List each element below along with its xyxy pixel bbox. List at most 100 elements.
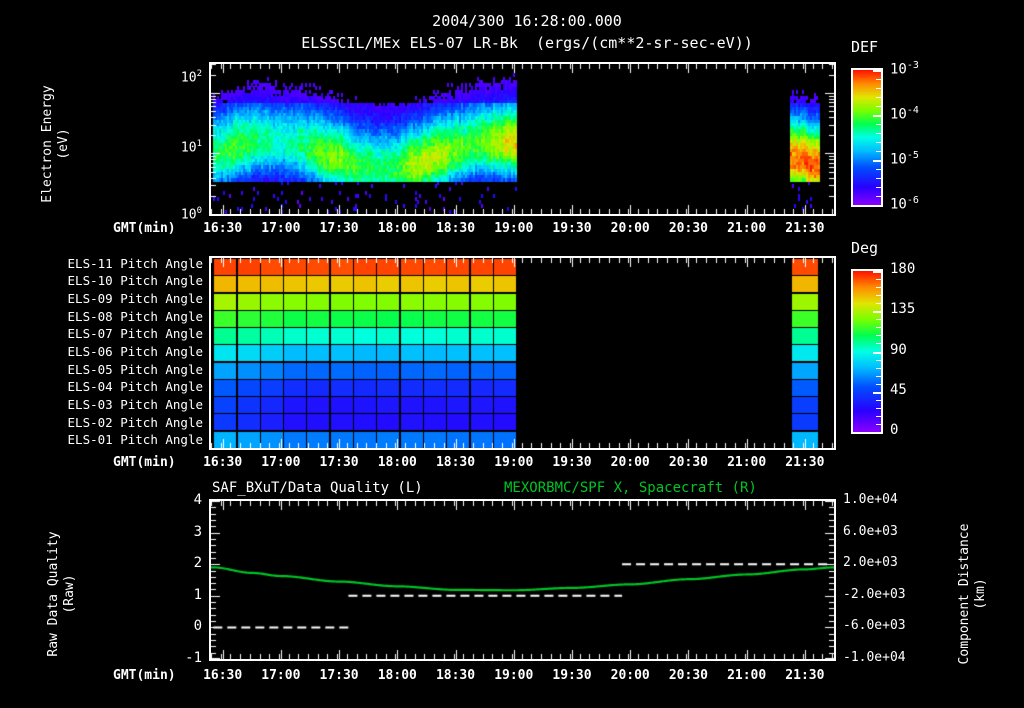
ytick-label: 101 bbox=[180, 139, 202, 156]
xtick-label: 20:30 bbox=[668, 221, 708, 236]
colorbar-minor-tick bbox=[876, 97, 881, 98]
colorbar-minor-tick bbox=[876, 319, 881, 320]
colorbar-minor-tick bbox=[876, 205, 881, 206]
colorbar-minor-tick bbox=[876, 142, 881, 143]
xtick-label: 21:30 bbox=[785, 668, 825, 683]
spectrogram-canvas bbox=[211, 64, 834, 214]
xtick-label: 20:30 bbox=[668, 455, 708, 470]
pitch-angle-canvas bbox=[211, 258, 834, 448]
spectrogram-xaxis-label: GMT(min) bbox=[113, 221, 176, 236]
colorbar-minor-tick bbox=[876, 187, 881, 188]
colorbar-minor-tick bbox=[876, 79, 881, 80]
xtick-label: 18:30 bbox=[435, 668, 476, 683]
colorbar-tick bbox=[873, 205, 881, 207]
xtick-label: 19:00 bbox=[494, 221, 534, 236]
xtick-label: 19:30 bbox=[552, 668, 592, 683]
xtick-label: 18:00 bbox=[377, 668, 417, 683]
pitch-row-label: ELS-05 Pitch Angle bbox=[67, 362, 203, 377]
colorbar-tick bbox=[873, 115, 881, 117]
pitch-row-label: ELS-07 Pitch Angle bbox=[67, 326, 203, 341]
pitch-row-label: ELS-06 Pitch Angle bbox=[67, 344, 203, 359]
colorbar-tick-label: 0 bbox=[890, 422, 899, 438]
colorbar-minor-tick bbox=[876, 70, 881, 71]
def-colorbar-title: DEF bbox=[851, 38, 879, 56]
pitch-row-label: ELS-09 Pitch Angle bbox=[67, 291, 203, 306]
pitch-row-label: ELS-02 Pitch Angle bbox=[67, 415, 203, 430]
xtick-label: 18:00 bbox=[377, 455, 417, 470]
colorbar-tick bbox=[873, 160, 881, 162]
xtick-label: 20:00 bbox=[610, 455, 650, 470]
colorbar-tick-label: 10-4 bbox=[890, 105, 919, 123]
xtick-label: 21:00 bbox=[727, 668, 767, 683]
quality-ylabel-left: Raw Data Quality (Raw) bbox=[46, 531, 77, 657]
colorbar-minor-tick bbox=[876, 392, 881, 393]
xtick-label: 16:30 bbox=[203, 221, 243, 236]
page-title-timestamp: 2004/300 16:28:00.000 bbox=[432, 12, 622, 30]
xtick-label: 21:30 bbox=[785, 221, 825, 236]
page-subtitle: ELSSCIL/MEx ELS-07 LR-Bk (ergs/(cm**2-sr… bbox=[301, 34, 753, 52]
colorbar-tick bbox=[873, 352, 881, 354]
colorbar-minor-tick bbox=[876, 106, 881, 107]
colorbar-tick bbox=[873, 271, 881, 273]
pitch-row-label: ELS-04 Pitch Angle bbox=[67, 379, 203, 394]
def-colorbar bbox=[851, 68, 883, 207]
colorbar-minor-tick bbox=[876, 408, 881, 409]
pitch-row-label: ELS-10 Pitch Angle bbox=[67, 273, 203, 288]
xtick-label: 17:00 bbox=[261, 455, 301, 470]
pitch-row-label: ELS-03 Pitch Angle bbox=[67, 397, 203, 412]
colorbar-tick bbox=[873, 311, 881, 313]
colorbar-minor-tick bbox=[876, 432, 881, 433]
ytick-label: 6.0e+03 bbox=[843, 524, 898, 539]
colorbar-minor-tick bbox=[876, 368, 881, 369]
colorbar-minor-tick bbox=[876, 271, 881, 272]
colorbar-tick-label: 10-5 bbox=[890, 150, 919, 168]
xtick-label: 21:30 bbox=[785, 455, 825, 470]
colorbar-minor-tick bbox=[876, 196, 881, 197]
colorbar-tick-label: 10-3 bbox=[890, 60, 919, 78]
xtick-label: 17:30 bbox=[319, 668, 359, 683]
quality-title-left: SAF_BXuT/Data Quality (L) bbox=[212, 480, 423, 496]
colorbar-minor-tick bbox=[876, 311, 881, 312]
xtick-label: 17:30 bbox=[319, 455, 359, 470]
ytick-label: 0 bbox=[193, 618, 202, 634]
colorbar-minor-tick bbox=[876, 376, 881, 377]
xtick-label: 19:30 bbox=[552, 455, 592, 470]
xtick-label: 16:30 bbox=[203, 668, 243, 683]
colorbar-minor-tick bbox=[876, 303, 881, 304]
colorbar-tick bbox=[873, 70, 881, 72]
spectrogram-ylabel: Electron Energy (eV) bbox=[40, 85, 71, 203]
xtick-label: 20:00 bbox=[610, 668, 650, 683]
colorbar-minor-tick bbox=[876, 115, 881, 116]
ytick-label: 1 bbox=[193, 587, 202, 603]
xtick-label: 19:00 bbox=[494, 455, 534, 470]
colorbar-minor-tick bbox=[876, 327, 881, 328]
colorbar-minor-tick bbox=[876, 178, 881, 179]
xtick-label: 17:30 bbox=[319, 221, 359, 236]
xtick-label: 16:30 bbox=[203, 455, 243, 470]
colorbar-minor-tick bbox=[876, 151, 881, 152]
quality-canvas bbox=[211, 501, 834, 659]
xtick-label: 18:30 bbox=[435, 221, 476, 236]
colorbar-tick-label: 10-6 bbox=[890, 195, 919, 213]
ytick-label: 4 bbox=[193, 492, 202, 508]
ytick-label: 3 bbox=[193, 524, 202, 540]
colorbar-tick bbox=[873, 432, 881, 434]
xtick-label: 17:00 bbox=[261, 221, 301, 236]
colorbar-minor-tick bbox=[876, 343, 881, 344]
quality-xaxis-label: GMT(min) bbox=[113, 668, 176, 683]
colorbar-minor-tick bbox=[876, 424, 881, 425]
ytick-label: -1 bbox=[185, 650, 202, 666]
quality-panel bbox=[209, 499, 836, 661]
xtick-label: 17:00 bbox=[261, 668, 301, 683]
pitch-row-label: ELS-08 Pitch Angle bbox=[67, 309, 203, 324]
ytick-label: 2 bbox=[193, 555, 202, 571]
colorbar-minor-tick bbox=[876, 279, 881, 280]
ytick-label: 1.0e+04 bbox=[843, 492, 898, 507]
colorbar-tick bbox=[873, 392, 881, 394]
colorbar-tick-label: 45 bbox=[890, 381, 907, 398]
ytick-label: 100 bbox=[180, 206, 202, 223]
colorbar-minor-tick bbox=[876, 360, 881, 361]
pitch-angle-xaxis-label: GMT(min) bbox=[113, 455, 176, 470]
colorbar-minor-tick bbox=[876, 160, 881, 161]
colorbar-minor-tick bbox=[876, 124, 881, 125]
